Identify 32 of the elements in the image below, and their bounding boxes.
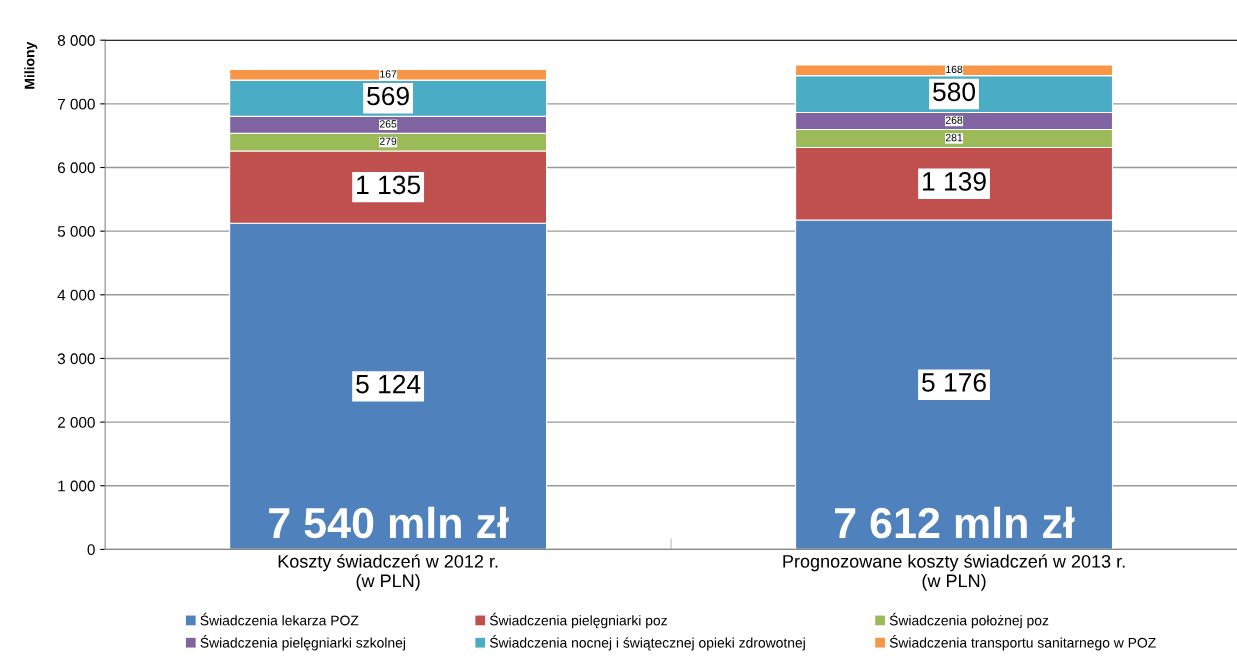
legend-label: Świadczenia lekarza POZ [200, 612, 359, 626]
y-tick-label: 1 000 [58, 480, 95, 492]
y-tick-label: 2 000 [57, 416, 95, 428]
legend-label: Świadczenia położnej poz [889, 612, 1049, 629]
y-tick-label: 7 000 [57, 98, 95, 110]
y-axis-title: Miliony [24, 41, 38, 89]
data-label: 5 124 [356, 374, 421, 394]
y-tick-label: 8 000 [57, 35, 95, 46]
legend-label: Świadczenia pielęgniarki szkolnej [200, 635, 406, 651]
total-label: 7 612 mln zł [835, 506, 1075, 539]
data-label: 167 [380, 70, 397, 78]
data-label: 281 [945, 133, 963, 142]
y-tick-label: 6 000 [57, 162, 95, 174]
y-tick-label: 4 000 [57, 289, 95, 301]
data-label: 1 139 [923, 172, 986, 191]
total-label: 7 540 mln zł [269, 506, 509, 539]
x-tick-label: Prognozowane koszty świadczeń w 2013 r. (w PLN) [783, 554, 1125, 591]
data-label: 569 [367, 86, 409, 106]
data-label: 168 [946, 65, 963, 74]
legend-label: Świadczenia nocnej i świątecznej opieki zdrowotnej [489, 635, 805, 651]
y-tick-label: 0 [87, 544, 95, 556]
y-tick-label: 3 000 [57, 353, 95, 365]
data-label: 279 [379, 137, 397, 145]
data-label: 268 [945, 116, 963, 124]
y-tick-label: 5 000 [57, 226, 95, 237]
data-label: 5 176 [922, 373, 986, 392]
data-label: 1 135 [357, 175, 421, 195]
data-label: 580 [933, 82, 976, 102]
data-label: 265 [379, 120, 397, 128]
x-tick-label: Koszty świadczeń w 2012 r. (w PLN) [278, 554, 498, 591]
legend-label: Świadczenia pielęgniarki poz [489, 612, 667, 629]
legend-label: Świadczenia transportu sanitarnego w POZ [889, 635, 1156, 651]
